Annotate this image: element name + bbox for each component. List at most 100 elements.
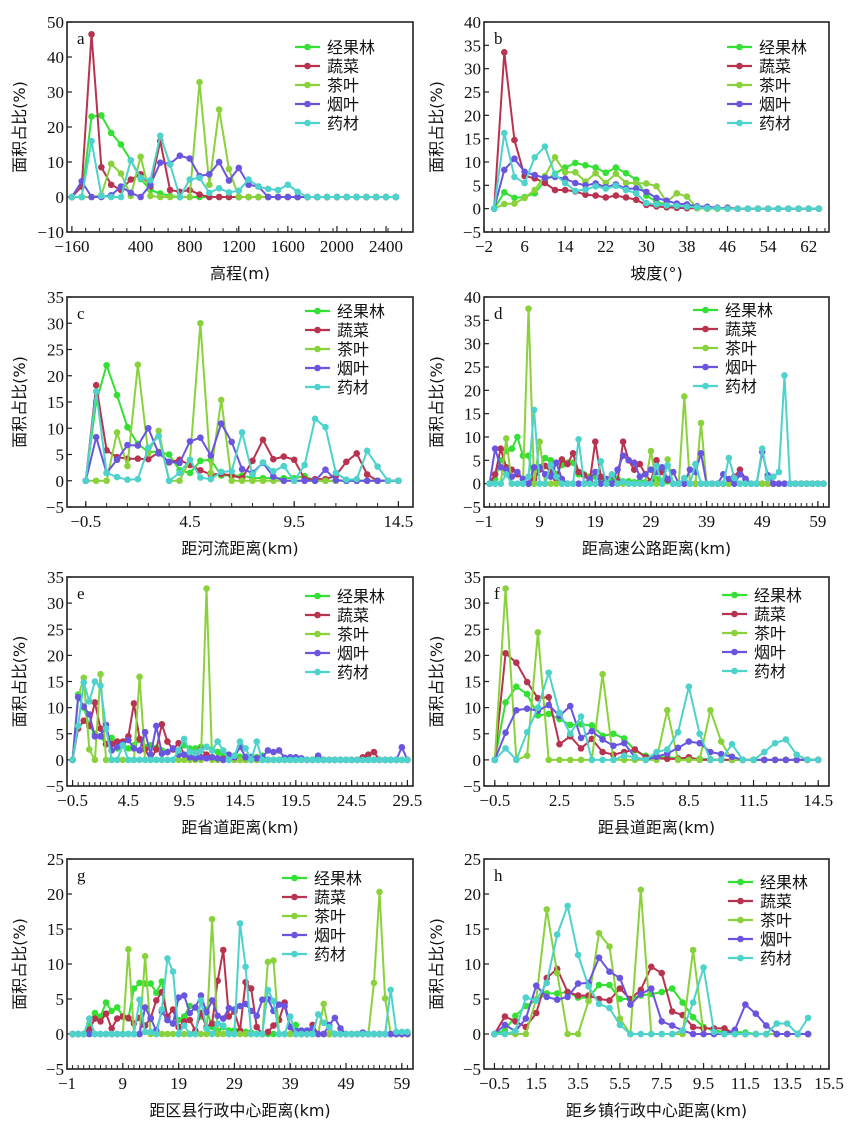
data-point	[280, 462, 288, 470]
legend-swatch-marker	[702, 325, 709, 333]
data-point	[534, 629, 542, 636]
data-point	[152, 989, 160, 996]
data-point	[599, 756, 606, 764]
data-point	[739, 756, 747, 764]
y-tick-label: 25	[47, 850, 64, 869]
data-point	[119, 1030, 127, 1038]
data-point	[197, 474, 204, 481]
data-point	[91, 733, 99, 740]
data-point	[208, 915, 216, 923]
y-tick-label: 0	[56, 188, 65, 207]
data-point	[742, 1030, 749, 1038]
data-point	[683, 203, 691, 211]
data-point	[180, 1013, 188, 1020]
data-point	[721, 1030, 728, 1038]
data-point	[521, 179, 528, 187]
data-point	[353, 1030, 361, 1038]
data-point	[569, 450, 577, 457]
data-point	[572, 159, 579, 167]
data-point	[113, 1004, 121, 1011]
plot-frame	[483, 21, 830, 233]
y-tick-label: 15	[464, 673, 481, 692]
panel-a: −160 400 800 1200 1600 2000 2400 −10 0 10 20 30 40 50…	[10, 13, 414, 283]
data-point	[186, 1030, 194, 1038]
data-point	[152, 997, 160, 1004]
x-axis-title: 距乡镇行政中心距离(km)	[566, 1101, 747, 1120]
legend-swatch-marker	[314, 630, 321, 638]
data-point	[228, 477, 235, 485]
data-point	[107, 160, 115, 168]
legend-label: 蔬菜	[760, 892, 792, 911]
data-point	[82, 477, 90, 485]
x-tick-label: −0.5	[479, 791, 510, 810]
data-point	[98, 163, 105, 171]
data-point	[556, 740, 563, 748]
data-point	[180, 751, 188, 758]
legend-label: 烟叶	[759, 95, 791, 114]
y-tick-label: 15	[464, 405, 481, 424]
y-tick-label: −5	[463, 498, 481, 517]
data-point	[513, 756, 520, 764]
data-point	[502, 649, 509, 657]
data-point	[595, 1000, 603, 1008]
data-point	[186, 748, 194, 756]
data-point	[156, 132, 164, 140]
data-point	[764, 205, 772, 212]
data-point	[245, 176, 252, 183]
data-point	[814, 756, 822, 764]
y-tick-label: 25	[47, 341, 64, 360]
legend-label: 药材	[314, 945, 346, 964]
data-point	[588, 727, 596, 735]
data-point	[619, 452, 627, 459]
data-point	[238, 465, 246, 473]
data-point	[774, 205, 782, 212]
data-point	[147, 756, 155, 764]
x-tick-label: 5.5	[614, 791, 635, 810]
data-point	[113, 429, 121, 436]
data-point	[176, 477, 183, 485]
data-point	[551, 171, 559, 178]
data-point	[228, 438, 235, 446]
y-tick-label: 10	[464, 153, 481, 172]
data-point	[147, 192, 154, 200]
y-tick-label: 5	[56, 446, 65, 465]
y-tick-label: 20	[47, 367, 64, 386]
data-point	[647, 466, 655, 473]
data-point	[686, 466, 694, 473]
data-point	[311, 415, 319, 423]
data-point	[502, 729, 509, 737]
data-point	[303, 1030, 311, 1038]
legend-swatch-marker	[702, 382, 709, 390]
data-point	[622, 186, 630, 194]
data-point	[158, 756, 166, 764]
data-point	[719, 480, 727, 487]
data-point	[102, 1010, 110, 1017]
data-point	[491, 480, 499, 487]
data-point	[574, 951, 582, 959]
data-point	[231, 752, 238, 759]
data-point	[547, 457, 555, 464]
legend-item: 烟叶	[305, 359, 369, 378]
data-point	[771, 739, 779, 747]
legend-label: 茶叶	[337, 340, 369, 359]
data-point	[575, 480, 582, 487]
y-tick-label: 0	[473, 475, 482, 494]
data-point	[270, 455, 277, 463]
x-tick-label: 3.5	[567, 1074, 588, 1093]
y-tick-label: 50	[47, 13, 64, 32]
data-point	[124, 476, 131, 484]
data-point	[636, 473, 644, 480]
data-point	[647, 963, 655, 971]
data-point	[564, 993, 571, 1001]
data-point	[235, 187, 243, 194]
data-point	[155, 432, 163, 440]
data-point	[320, 756, 328, 764]
data-point	[363, 447, 371, 455]
data-point	[294, 193, 301, 201]
data-point	[203, 1030, 210, 1038]
data-point	[686, 480, 694, 487]
data-point	[231, 1030, 238, 1038]
legend-label: 蔬菜	[759, 57, 791, 76]
legend-swatch-marker	[314, 592, 321, 600]
